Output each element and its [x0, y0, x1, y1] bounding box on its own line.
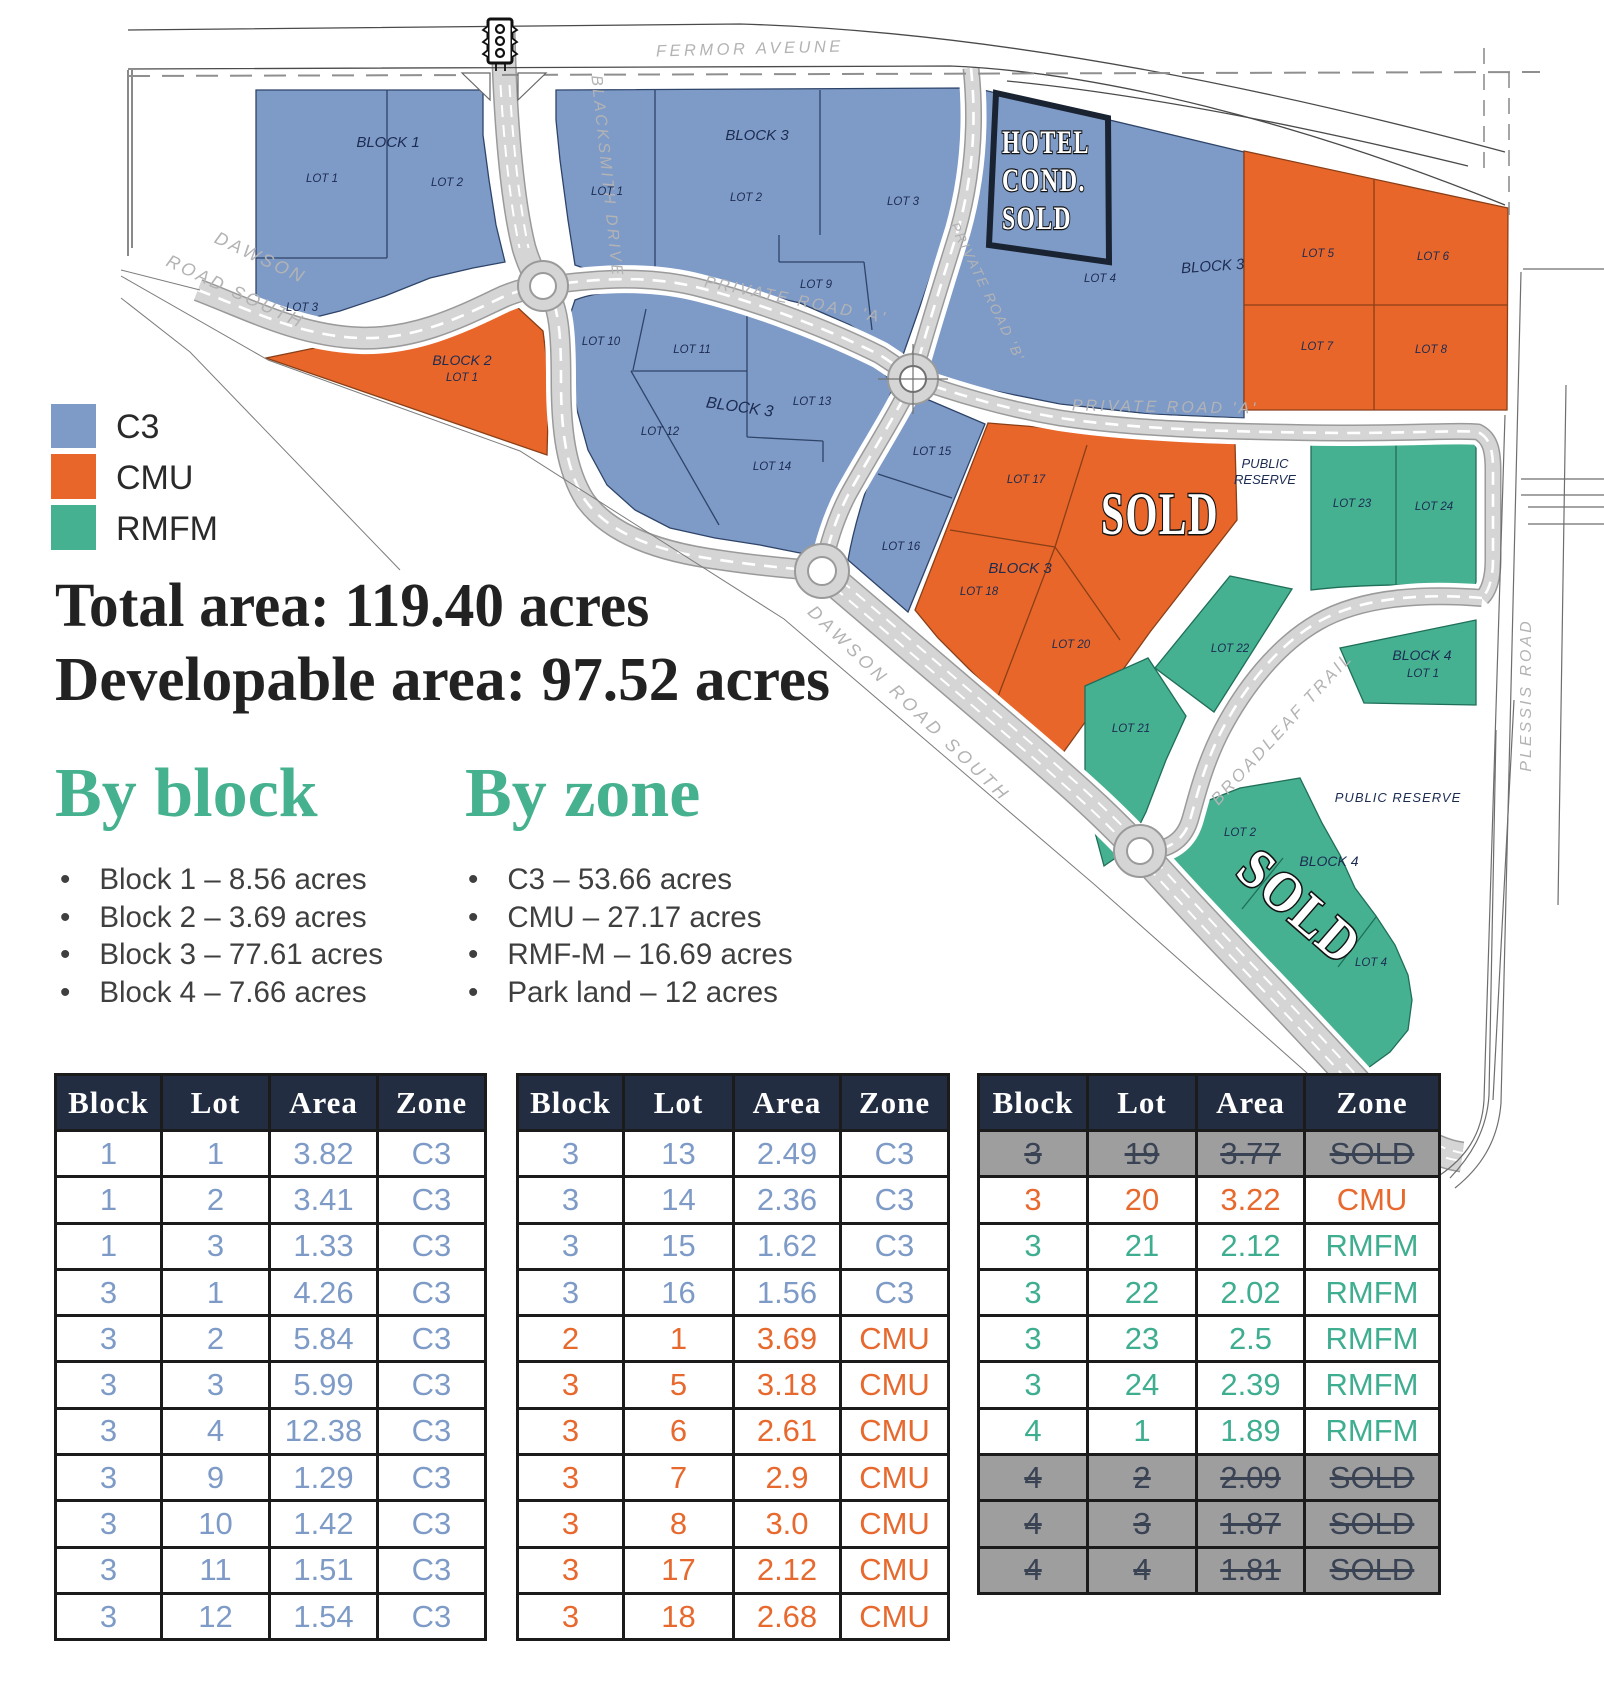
svg-text:LOT 18: LOT 18 — [960, 586, 999, 598]
svg-text:LOT 1: LOT 1 — [1407, 668, 1439, 680]
svg-text:LOT 17: LOT 17 — [1007, 474, 1046, 486]
svg-text:LOT 16: LOT 16 — [882, 541, 921, 553]
svg-text:LOT 6: LOT 6 — [1417, 251, 1450, 263]
svg-text:LOT 21: LOT 21 — [1112, 723, 1150, 735]
svg-text:PRIVATE ROAD 'A': PRIVATE ROAD 'A' — [1072, 397, 1259, 417]
svg-text:LOT 1: LOT 1 — [306, 173, 338, 185]
svg-text:LOT 12: LOT 12 — [641, 426, 680, 438]
svg-text:BLOCK 3: BLOCK 3 — [725, 127, 789, 144]
svg-text:LOT 11: LOT 11 — [673, 344, 711, 356]
svg-text:LOT 3: LOT 3 — [887, 196, 920, 208]
svg-text:BLOCK 1: BLOCK 1 — [356, 134, 419, 151]
svg-text:LOT 3: LOT 3 — [286, 302, 319, 314]
svg-text:PUBLIC RESERVE: PUBLIC RESERVE — [1335, 790, 1461, 805]
svg-text:LOT 23: LOT 23 — [1333, 498, 1372, 510]
svg-text:LOT 2: LOT 2 — [431, 177, 464, 189]
svg-text:COND.: COND. — [1002, 163, 1086, 199]
svg-text:LOT 5: LOT 5 — [1302, 248, 1335, 260]
svg-text:LOT 2: LOT 2 — [1224, 827, 1257, 839]
svg-text:HOTEL: HOTEL — [1002, 125, 1090, 161]
svg-text:LOT 10: LOT 10 — [582, 336, 621, 348]
svg-text:LOT 8: LOT 8 — [1415, 344, 1448, 356]
svg-text:PUBLIC: PUBLIC — [1242, 456, 1290, 471]
svg-text:RESERVE: RESERVE — [1234, 472, 1296, 487]
svg-text:LOT 13: LOT 13 — [793, 396, 832, 408]
svg-text:LOT 20: LOT 20 — [1052, 639, 1091, 651]
svg-text:BLOCK 3: BLOCK 3 — [988, 560, 1052, 577]
svg-text:BLOCK 2: BLOCK 2 — [432, 352, 491, 368]
svg-text:LOT 1: LOT 1 — [446, 372, 478, 384]
svg-text:BLOCK 3: BLOCK 3 — [1180, 256, 1245, 277]
svg-text:BLOCK 4: BLOCK 4 — [1299, 853, 1358, 869]
svg-text:SOLD: SOLD — [1002, 201, 1072, 237]
svg-text:LOT 7: LOT 7 — [1301, 341, 1334, 353]
svg-text:LOT 22: LOT 22 — [1211, 643, 1250, 655]
svg-text:SOLD: SOLD — [1101, 481, 1219, 547]
svg-text:LOT 15: LOT 15 — [913, 446, 952, 458]
svg-text:LOT 24: LOT 24 — [1415, 501, 1453, 513]
svg-text:FERMOR AVEUNE: FERMOR AVEUNE — [656, 38, 844, 61]
svg-text:PLESSIS ROAD: PLESSIS ROAD — [1518, 618, 1535, 771]
svg-text:BLOCK 4: BLOCK 4 — [1392, 647, 1451, 663]
svg-text:LOT 14: LOT 14 — [753, 461, 791, 473]
svg-text:LOT 1: LOT 1 — [591, 186, 623, 198]
svg-text:LOT 4: LOT 4 — [1084, 273, 1116, 285]
svg-text:LOT 9: LOT 9 — [800, 279, 833, 291]
svg-text:LOT 4: LOT 4 — [1355, 957, 1387, 969]
svg-text:LOT 2: LOT 2 — [730, 192, 763, 204]
